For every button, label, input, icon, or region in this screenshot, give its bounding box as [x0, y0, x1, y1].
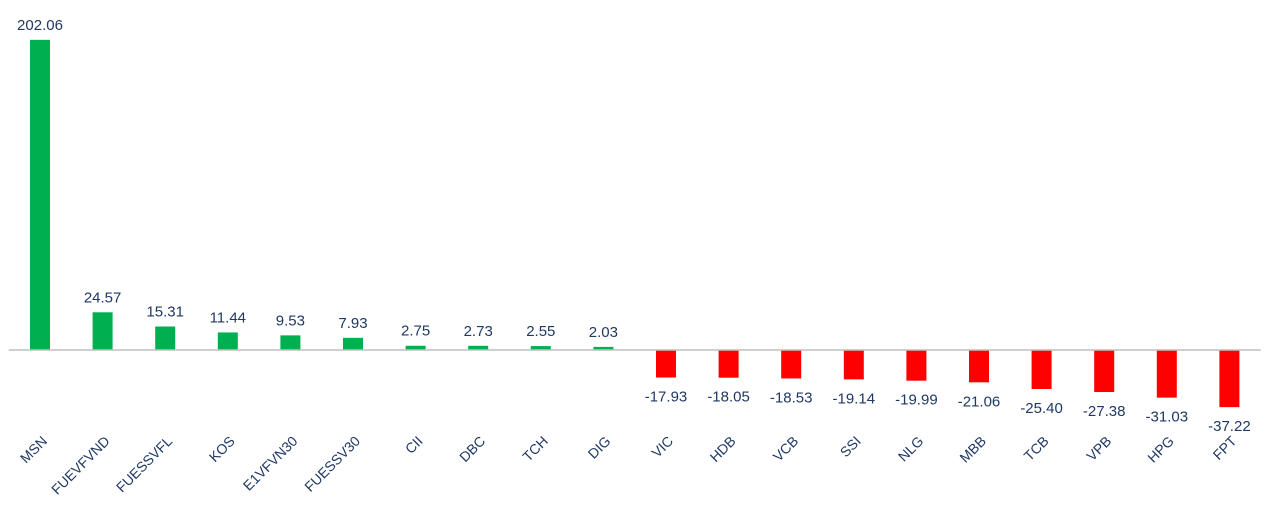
- data-label: -37.22: [1208, 418, 1251, 435]
- bar: [217, 332, 238, 350]
- data-label: 7.93: [338, 315, 367, 332]
- bar: [280, 335, 301, 350]
- x-tick-label: HDB: [707, 433, 739, 465]
- bar: [1094, 350, 1115, 393]
- bar: [843, 350, 864, 380]
- bar: [92, 312, 113, 350]
- x-tick-label: FUEVFVND: [48, 433, 113, 498]
- bar: [468, 345, 489, 350]
- bar: [593, 346, 614, 350]
- data-label: 9.53: [276, 312, 305, 329]
- x-tick-label: VPB: [1083, 433, 1114, 464]
- x-tick-label: FPT: [1210, 432, 1240, 462]
- x-tick-label: HPG: [1144, 433, 1177, 466]
- bar: [405, 345, 426, 350]
- x-tick-label: NLG: [895, 433, 927, 465]
- x-tick-label: SSI: [837, 433, 864, 460]
- data-label: -27.38: [1083, 403, 1126, 420]
- data-label: -31.03: [1146, 409, 1189, 426]
- x-tick-label: TCB: [1021, 433, 1052, 464]
- x-tick-label: E1VFVN30: [240, 433, 301, 494]
- data-label: 15.31: [146, 303, 184, 320]
- data-label: 2.75: [401, 323, 430, 340]
- x-tick-label: KOS: [206, 433, 238, 465]
- bar: [1156, 350, 1177, 398]
- x-tick-label: FUESSVFL: [113, 433, 176, 496]
- x-tick-label: TCH: [519, 433, 551, 465]
- bar: [30, 39, 50, 351]
- data-label: 2.03: [589, 324, 618, 341]
- data-label: -17.93: [645, 388, 688, 405]
- x-tick-label: DIG: [585, 433, 614, 462]
- bar: [1219, 350, 1240, 408]
- x-tick-label: MBB: [956, 433, 989, 466]
- x-tick-label: FUESSV30: [301, 433, 363, 495]
- data-label: 202.06: [17, 17, 63, 34]
- bar: [155, 326, 176, 350]
- data-label: -19.14: [833, 390, 876, 407]
- data-label: -18.53: [770, 389, 813, 406]
- x-tick-label: MSN: [17, 433, 50, 466]
- data-label: 24.57: [84, 289, 122, 306]
- data-label: -18.05: [707, 389, 750, 406]
- data-label: 2.73: [464, 323, 493, 340]
- bar: [781, 350, 802, 379]
- data-label: 11.44: [210, 309, 246, 326]
- bar: [906, 350, 927, 381]
- bar: [1031, 350, 1052, 389]
- data-label: 2.55: [526, 323, 555, 340]
- bar: [530, 346, 551, 350]
- bar: [656, 350, 676, 378]
- data-label: -25.40: [1020, 400, 1063, 417]
- x-tick-label: VCB: [770, 433, 802, 465]
- bar: [969, 350, 989, 383]
- x-tick-label: VIC: [648, 433, 676, 461]
- x-tick-label: CII: [402, 433, 426, 457]
- x-tick-label: DBC: [456, 433, 488, 465]
- data-label: -21.06: [958, 393, 1001, 410]
- data-label: -19.99: [895, 392, 938, 409]
- bar: [718, 350, 739, 378]
- bar: [343, 337, 363, 350]
